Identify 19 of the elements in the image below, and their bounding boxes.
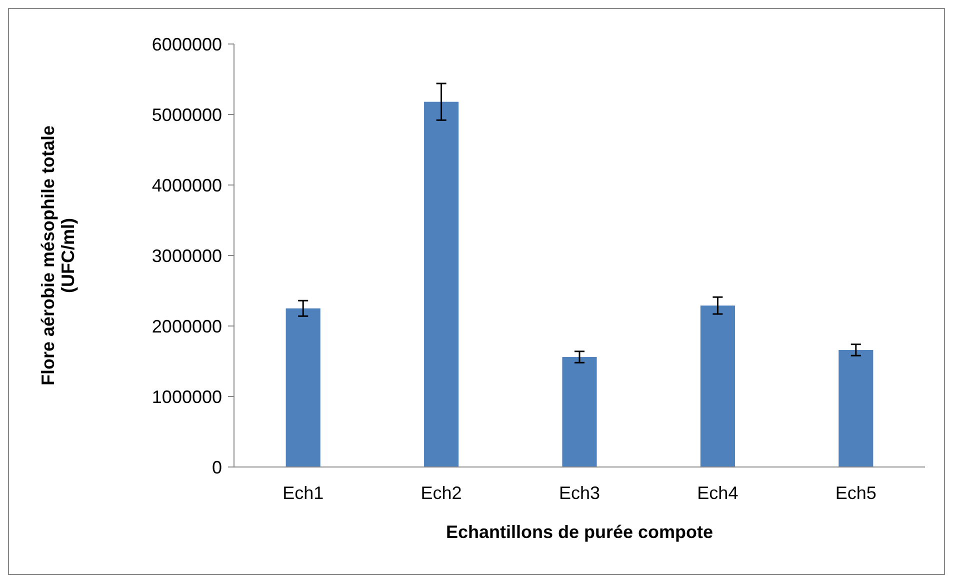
bar [562, 357, 597, 467]
x-tick-label: Ech1 [282, 483, 324, 503]
x-tick-label: Ech5 [835, 483, 876, 503]
bar [700, 306, 735, 467]
x-tick-label: Ech3 [558, 483, 600, 503]
y-tick-label: 0 [212, 457, 222, 478]
y-tick-label: 5000000 [152, 104, 222, 125]
y-tick-label: 4000000 [152, 175, 222, 196]
bar [286, 308, 320, 467]
y-axis-title: Flore aérobie mésophile totale (UFC/ml) [38, 125, 78, 386]
y-tick-label: 2000000 [152, 316, 222, 336]
y-tick-label: 3000000 [152, 246, 222, 266]
y-tick-label: 6000000 [152, 34, 222, 54]
y-tick-label: 1000000 [152, 386, 222, 407]
bar [424, 102, 459, 467]
x-tick-label: Ech2 [420, 483, 462, 503]
x-tick-label: Ech4 [697, 483, 738, 503]
x-axis-title: Echantillons de purée compote [446, 522, 714, 542]
bar [838, 350, 874, 467]
